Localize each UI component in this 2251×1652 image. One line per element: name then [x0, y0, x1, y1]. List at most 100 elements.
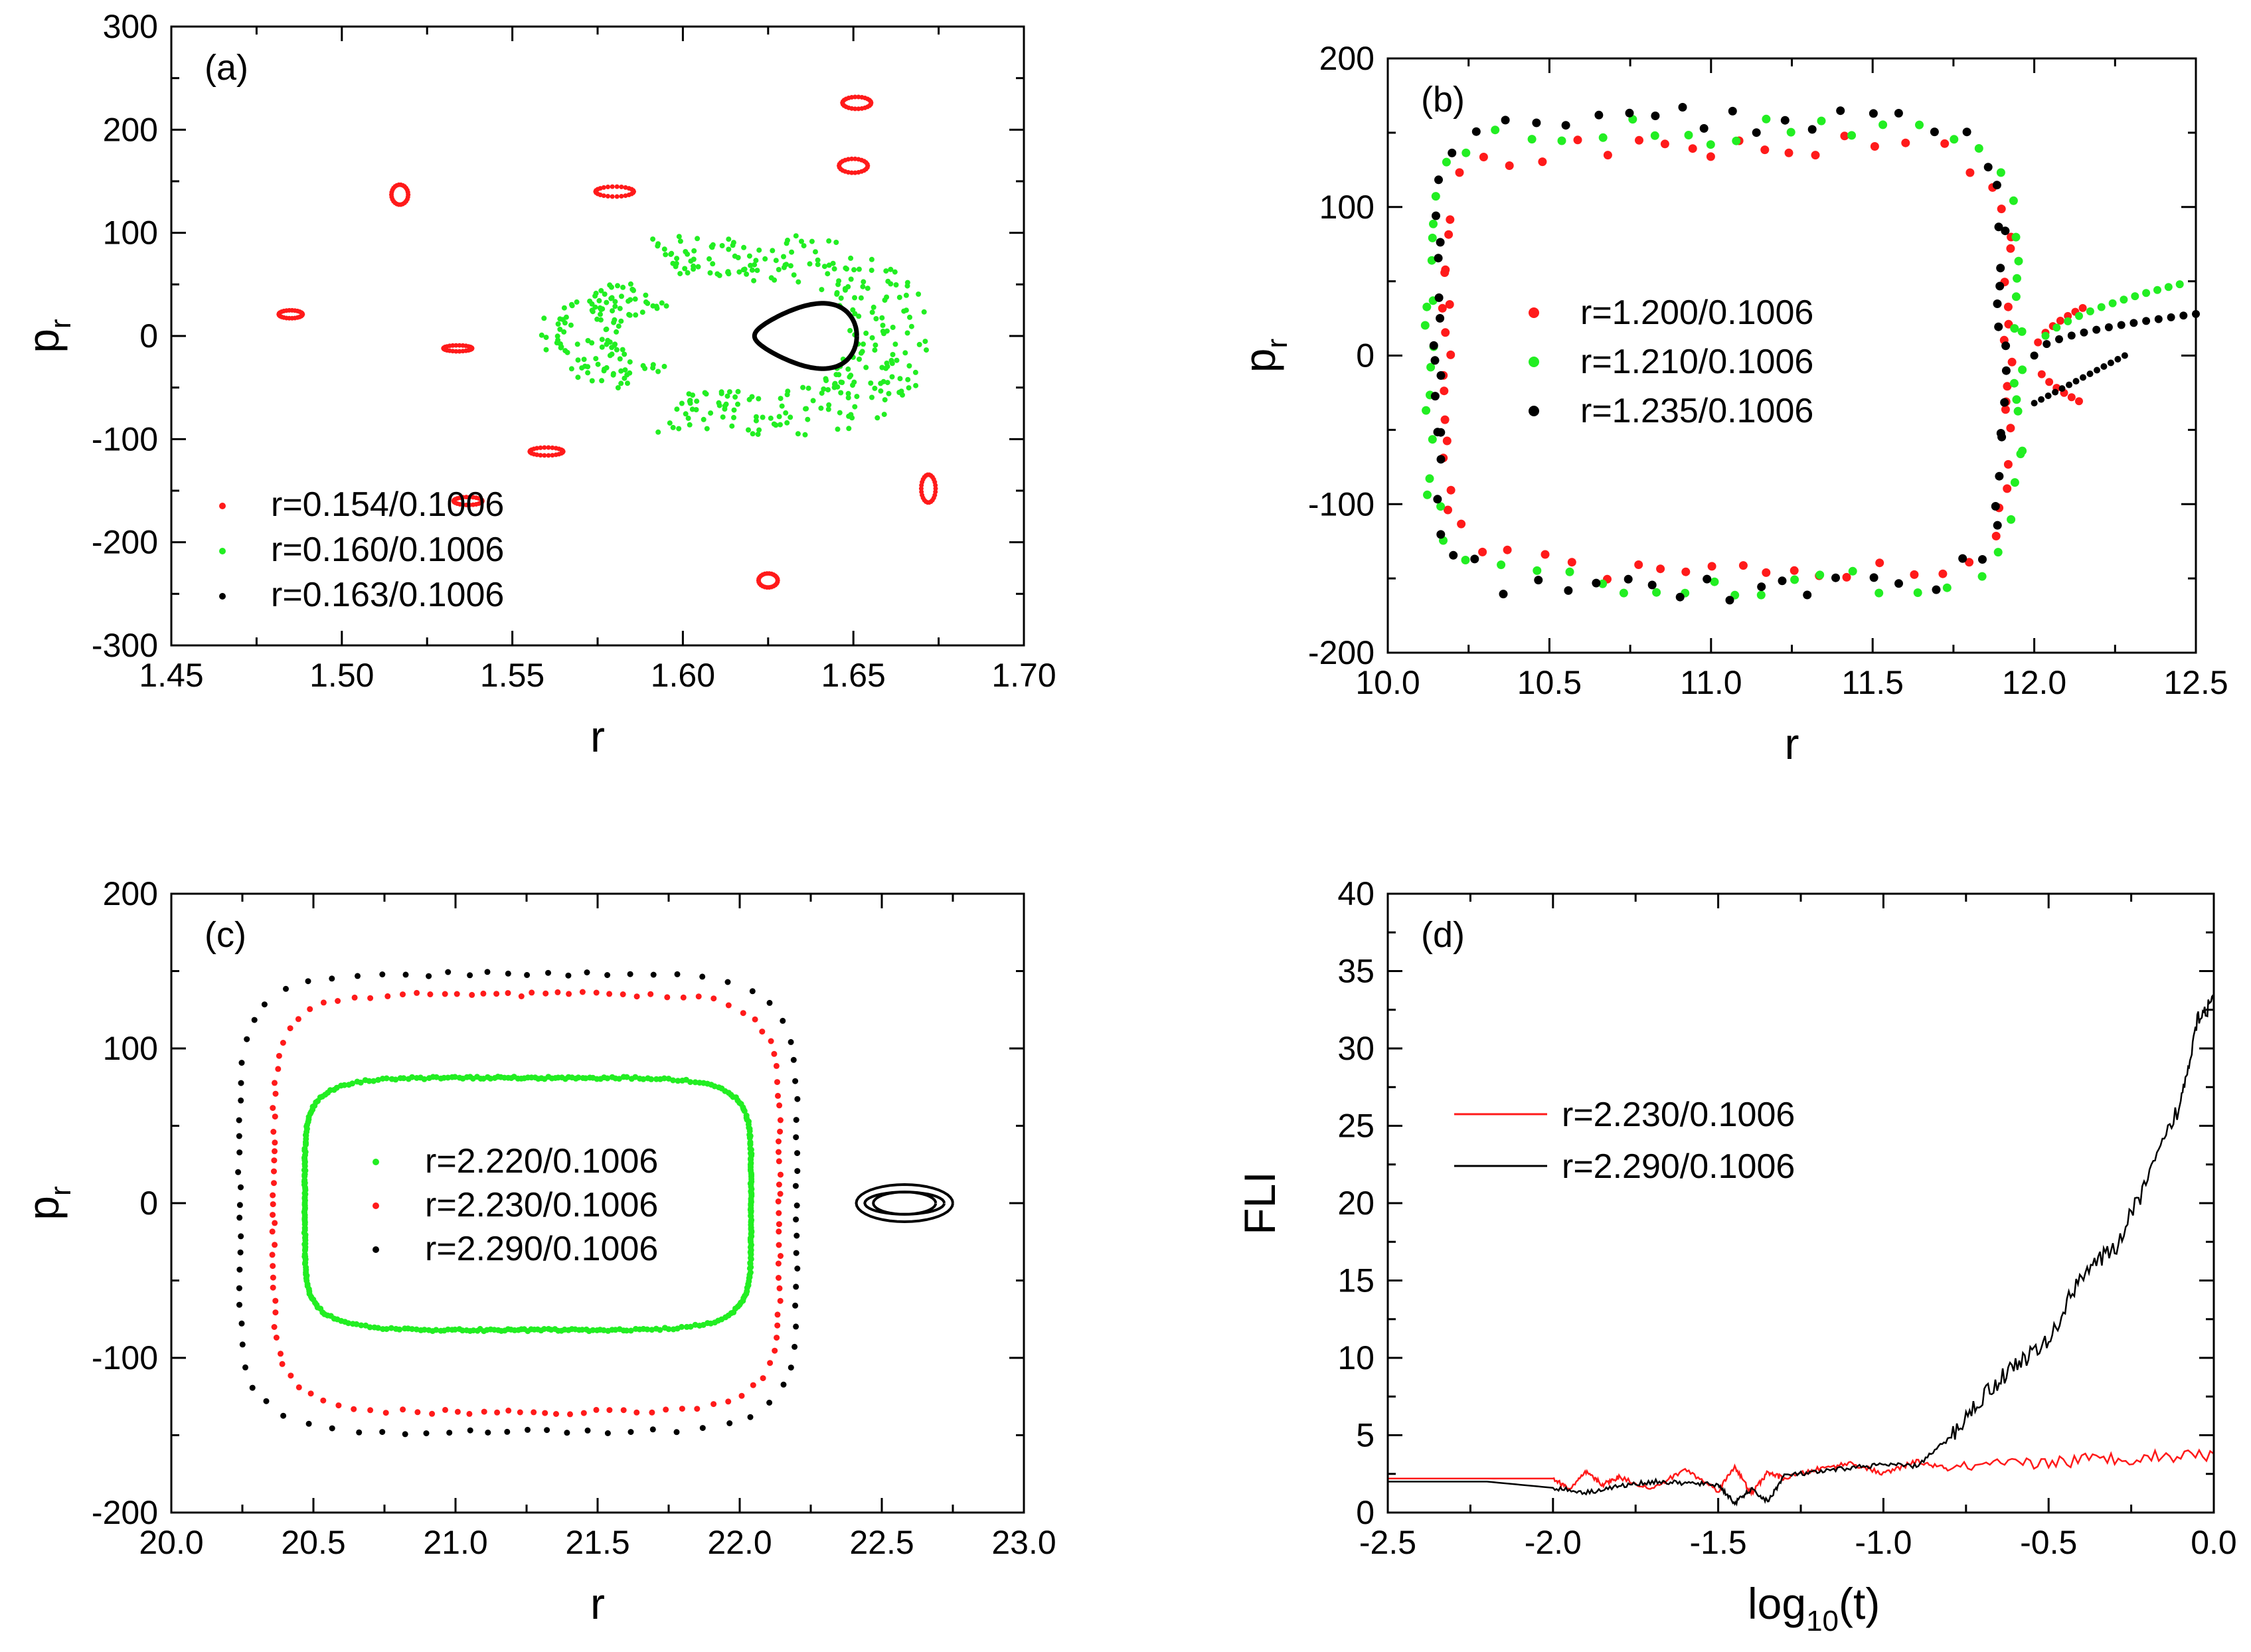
data-point: [542, 445, 547, 450]
data-point: [272, 1309, 279, 1316]
data-point: [456, 1074, 463, 1081]
data-point: [631, 188, 636, 193]
data-point: [677, 271, 683, 277]
data-point: [585, 370, 591, 376]
data-point: [750, 431, 756, 437]
data-point: [913, 382, 919, 388]
data-point: [272, 1297, 279, 1304]
data-point: [271, 1168, 277, 1175]
data-point: [1965, 168, 1975, 177]
data-point: [481, 1408, 487, 1415]
data-point: [710, 261, 716, 267]
data-point: [238, 1060, 245, 1066]
data-point: [624, 1327, 630, 1334]
y-axis-title-main: p: [1235, 348, 1284, 372]
data-point: [553, 1411, 559, 1417]
data-point: [777, 1191, 784, 1197]
data-point: [905, 376, 911, 382]
data-point: [2012, 395, 2021, 404]
data-point: [479, 497, 485, 503]
data-point: [794, 1266, 801, 1272]
legend: r=1.200/0.1006 r=1.210/0.1006 r=1.235/0.10…: [1529, 293, 1813, 430]
data-point: [1778, 576, 1787, 586]
data-point: [650, 971, 657, 978]
data-point: [893, 282, 899, 288]
data-point: [667, 420, 673, 426]
data-point: [575, 357, 581, 363]
data-point: [900, 392, 905, 398]
data-point: [442, 1406, 448, 1413]
data-point: [716, 400, 722, 406]
data-point: [329, 1425, 335, 1432]
data-point: [1728, 106, 1737, 116]
data-point: [749, 988, 756, 995]
data-point: [852, 295, 857, 301]
data-point: [861, 341, 866, 347]
data-point: [1470, 554, 1479, 564]
data-point: [1505, 161, 1514, 170]
data-point: [860, 284, 866, 289]
data-point: [295, 1384, 302, 1390]
data-point: [783, 410, 789, 416]
data-point: [421, 1327, 428, 1333]
data-point: [1660, 139, 1669, 149]
legend-label: r=2.230/0.1006: [425, 1186, 658, 1224]
data-point: [869, 335, 875, 341]
data-point: [2064, 317, 2072, 325]
y-axis-title: pr: [19, 1186, 77, 1220]
series-r=2.290/0.1006: [1388, 993, 2215, 1507]
y-tick-label: -300: [92, 627, 158, 664]
data-point: [872, 385, 878, 391]
data-point: [558, 344, 564, 350]
data-point: [740, 1010, 746, 1017]
data-point: [606, 1407, 613, 1414]
data-point: [753, 418, 759, 424]
data-point: [633, 312, 639, 318]
data-point: [594, 316, 600, 322]
data-point: [270, 1192, 276, 1198]
x-tick-label: 10.0: [1355, 664, 1420, 701]
legend-label: r=1.210/0.1006: [1580, 343, 1813, 381]
data-point: [609, 1074, 616, 1080]
data-point: [1440, 268, 1450, 278]
data-point: [599, 378, 605, 384]
y-tick-label: 25: [1337, 1108, 1375, 1145]
data-point: [1491, 125, 1500, 135]
data-point: [894, 357, 900, 363]
data-point: [883, 268, 889, 274]
data-point: [856, 266, 862, 272]
data-point: [1529, 357, 1539, 367]
data-point: [517, 1409, 523, 1416]
data-point: [863, 365, 869, 371]
data-point: [776, 1285, 783, 1291]
data-point: [1529, 307, 1539, 318]
data-point: [848, 276, 854, 282]
data-point: [868, 380, 874, 386]
x-tick-label: 1.55: [480, 657, 544, 694]
data-point: [1938, 569, 1948, 578]
data-point: [614, 184, 620, 189]
data-point: [781, 264, 787, 270]
data-point: [792, 1343, 798, 1350]
data-point: [2018, 446, 2027, 455]
data-point: [484, 969, 491, 975]
data-point: [2018, 365, 2027, 374]
data-point: [614, 194, 620, 199]
data-point: [620, 991, 626, 997]
data-point: [695, 993, 702, 1000]
data-point: [904, 330, 910, 336]
data-point: [320, 999, 327, 1006]
data-point: [679, 1323, 685, 1330]
data-point: [454, 349, 459, 354]
data-point: [884, 380, 890, 386]
data-point: [802, 432, 808, 438]
data-point: [590, 309, 596, 315]
data-point: [367, 1407, 374, 1414]
y-axis-title-main: p: [19, 1196, 68, 1220]
panel-label: (d): [1421, 915, 1465, 955]
data-point: [1725, 596, 1734, 605]
data-point: [661, 363, 667, 369]
data-point: [1790, 566, 1799, 575]
data-point: [743, 1112, 750, 1119]
data-point: [854, 394, 860, 400]
